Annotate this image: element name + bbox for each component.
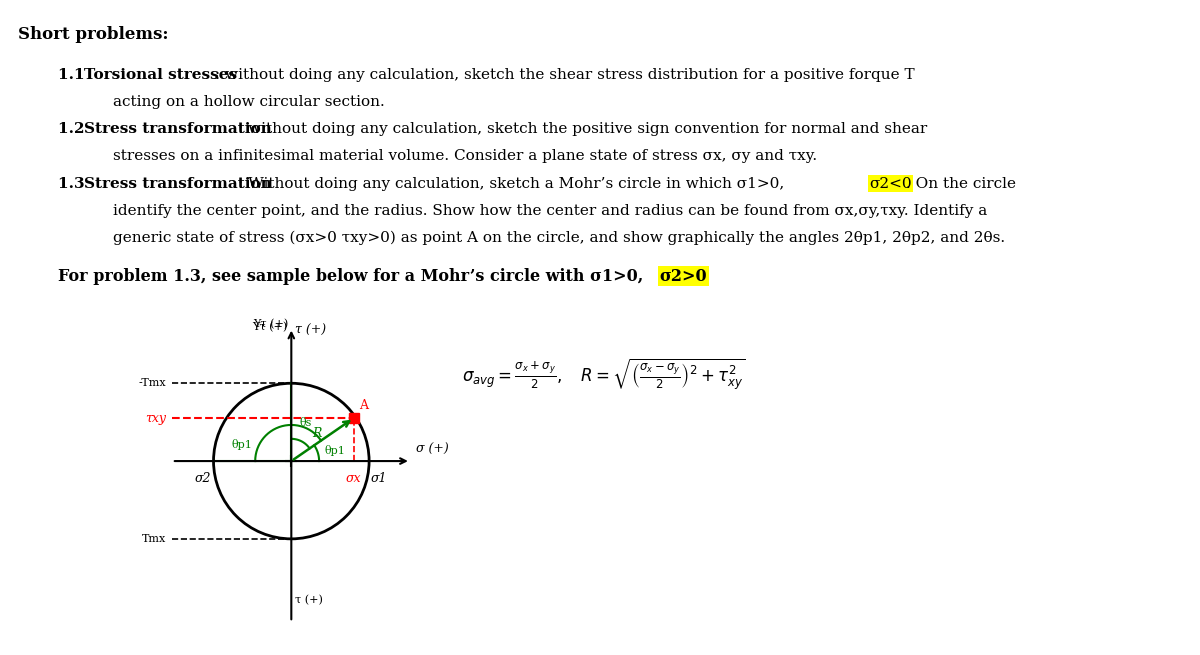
- Text: stresses on a infinitesimal material volume. Consider a plane state of stress σx: stresses on a infinitesimal material vol…: [113, 149, 817, 163]
- Text: For problem 1.3, see sample below for a Mohr’s circle with σ1>0,: For problem 1.3, see sample below for a …: [58, 268, 649, 285]
- Text: : Without doing any calculation, sketch a Mohr’s circle in which σ1>0,: : Without doing any calculation, sketch …: [238, 177, 788, 191]
- Text: Stress transformation: Stress transformation: [84, 122, 272, 136]
- Text: 1.1: 1.1: [58, 68, 90, 82]
- Text: : without doing any calculation, sketch the shear stress distribution for a posi: : without doing any calculation, sketch …: [215, 68, 914, 82]
- Text: identify the center point, and the radius. Show how the center and radius can be: identify the center point, and the radiu…: [113, 204, 986, 217]
- Text: σ2<0: σ2<0: [869, 177, 912, 191]
- Text: Short problems:: Short problems:: [18, 26, 169, 43]
- Text: : without doing any calculation, sketch the positive sign convention for normal : : without doing any calculation, sketch …: [238, 122, 928, 136]
- Text: 1.2: 1.2: [58, 122, 90, 136]
- Text: . On the circle: . On the circle: [906, 177, 1015, 191]
- Text: Torsional stresses: Torsional stresses: [84, 68, 238, 82]
- Text: generic state of stress (σx>0 τxy>0) as point A on the circle, and show graphica: generic state of stress (σx>0 τxy>0) as …: [113, 231, 1004, 245]
- Text: σ2>0: σ2>0: [660, 268, 708, 285]
- Text: Stress transformation: Stress transformation: [84, 177, 272, 191]
- Text: $\sigma_{avg} = \frac{\sigma_x+\sigma_y}{2},$   $R = \sqrt{\left(\frac{\sigma_x-: $\sigma_{avg} = \frac{\sigma_x+\sigma_y}…: [462, 356, 745, 392]
- Text: acting on a hollow circular section.: acting on a hollow circular section.: [113, 95, 384, 109]
- Text: 1.3: 1.3: [58, 177, 90, 191]
